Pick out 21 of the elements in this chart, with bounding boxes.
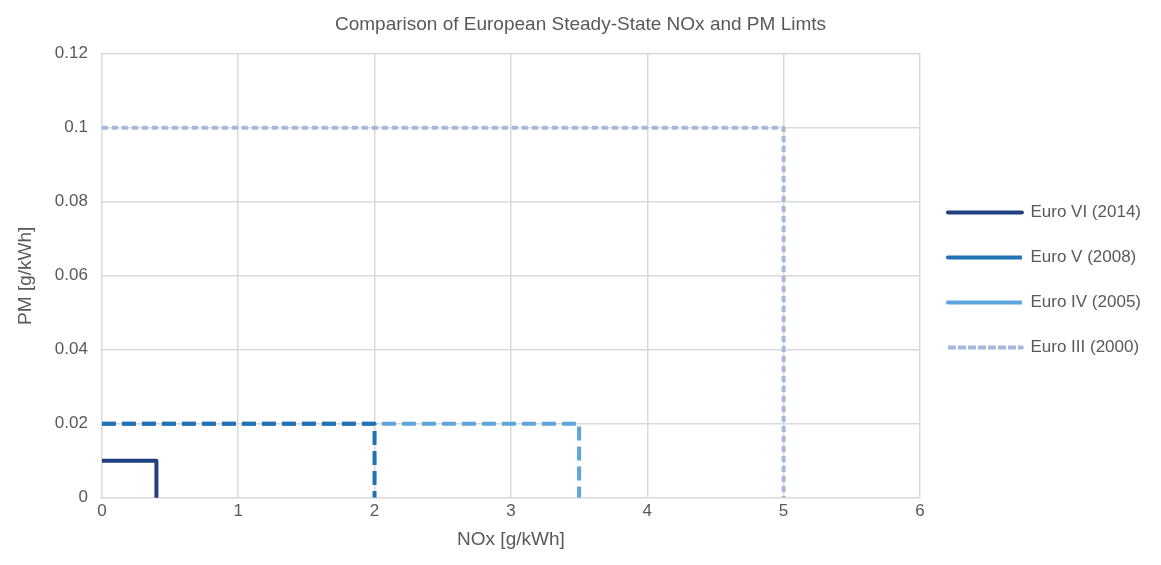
- x-tick-label: 0: [97, 500, 107, 520]
- x-tick-label: 5: [778, 500, 789, 520]
- legend-label: Euro VI (2014): [1030, 202, 1141, 222]
- y-tick-label: 0.06: [54, 265, 88, 285]
- y-tick-label: 0.08: [54, 191, 88, 211]
- legend-label: Euro IV (2005): [1030, 292, 1141, 312]
- legend-label: Euro V (2008): [1030, 247, 1137, 267]
- chart-title: Comparison of European Steady-State NOx and PM Limts: [334, 12, 827, 34]
- y-tick-label: 0: [78, 487, 88, 507]
- y-tick-label: 0.04: [54, 339, 88, 359]
- legend-label: Euro III (2000): [1030, 337, 1140, 357]
- x-tick-label: 1: [233, 500, 243, 520]
- x-tick-label: 2: [369, 500, 380, 520]
- x-tick-label: 3: [506, 500, 516, 520]
- x-tick-label: 6: [915, 500, 925, 520]
- y-axis-title: PM [g/kWh]: [13, 226, 35, 325]
- x-axis-title: NOx [g/kWh]: [457, 527, 565, 549]
- y-tick-label: 0.12: [54, 43, 88, 63]
- y-tick-label: 0.1: [64, 117, 88, 137]
- y-tick-label: 0.02: [54, 413, 88, 433]
- x-tick-label: 4: [642, 500, 652, 520]
